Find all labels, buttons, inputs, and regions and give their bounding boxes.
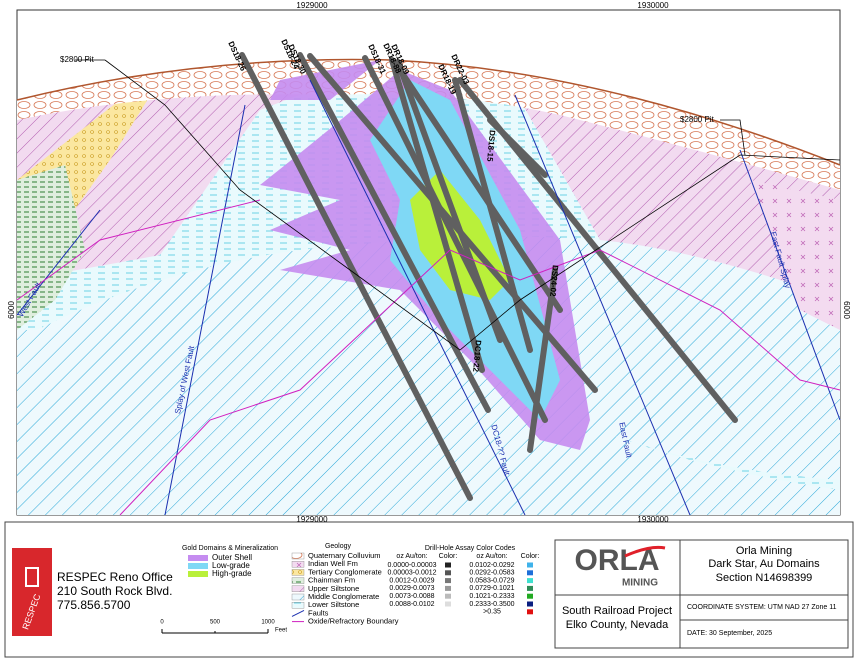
gold-legend-label: Outer Shell	[212, 553, 252, 562]
assay-swatch	[445, 585, 451, 591]
geology-swatch	[291, 585, 305, 592]
geology-legend-label: Upper Siltstone	[308, 584, 359, 593]
address: 210 South Rock Blvd.	[57, 584, 172, 598]
assay-range: 0.0000-0.00003	[387, 562, 436, 569]
orla-logo-sub: MINING	[622, 578, 658, 589]
hole-label: DC18-22	[471, 340, 483, 373]
map	[16, 9, 841, 516]
respec-logo	[12, 548, 52, 636]
assay-swatch	[445, 578, 451, 584]
assay-swatch	[527, 593, 533, 599]
respec-mark	[25, 567, 39, 587]
fault-swatch	[291, 609, 305, 617]
company: Orla Mining	[736, 545, 792, 557]
geology-legend-label: Middle Conglomerate	[308, 592, 379, 601]
assay-title: Drill-Hole Assay Color Codes	[425, 545, 516, 552]
assay-range: 0.0102-0.0292	[469, 562, 514, 569]
geology-legend-label: Indian Well Fm	[308, 559, 358, 568]
geology-legend-label: Chainman Fm	[308, 576, 355, 585]
pit-outline	[75, 59, 841, 351]
gold-legend-title: Gold Domains & Mineralization	[182, 545, 278, 552]
x-coord-label: 1930000	[637, 515, 669, 524]
assay-swatch	[527, 601, 533, 607]
geology-swatch	[291, 593, 305, 601]
coords: COORDINATE SYSTEM: UTM NAD 27 Zone 11	[687, 604, 837, 611]
subtitle: Dark Star, Au Domains	[708, 558, 820, 570]
assay-range: 0.0073-0.0088	[389, 593, 434, 600]
scale-label: 500	[210, 620, 221, 626]
assay-header: Color:	[521, 553, 540, 560]
gold-swatch	[188, 571, 208, 577]
chainman	[17, 165, 85, 330]
geology-legend-label: Tertiary Conglomerate	[308, 567, 382, 576]
oxide-boundary	[16, 199, 841, 516]
geology-legend-label: Oxide/Refractory Boundary	[308, 617, 399, 626]
gold-swatch	[188, 563, 208, 569]
scale-label: 1000	[261, 620, 275, 626]
y-coord-label: 6000	[7, 301, 16, 319]
x-coord-label: 1929000	[296, 515, 328, 524]
date: DATE: 30 September, 2025	[687, 630, 772, 637]
assay-swatch	[445, 593, 451, 599]
y-coord-label: 6000	[842, 301, 851, 319]
geology-legend-label: Faults	[308, 608, 329, 617]
hole-label: DS18-15	[485, 130, 497, 163]
office: RESPEC Reno Office	[57, 570, 173, 584]
colluvium	[17, 59, 840, 190]
assay-range: 0.1021-0.2333	[469, 593, 514, 600]
panel-frame	[4, 521, 854, 658]
x-coord-label: 1930000	[637, 1, 669, 10]
phone: 775.856.5700	[57, 598, 131, 612]
county: Elko County, Nevada	[566, 619, 669, 631]
bottom-panel: RESPEC RESPEC Reno Office 210 South Rock…	[4, 521, 854, 658]
assay-range: 0.00003-0.0012	[387, 570, 436, 577]
assay-range: 0.0029-0.0073	[389, 585, 434, 592]
drill-holes	[239, 52, 738, 501]
scale-unit: Feet	[275, 628, 287, 634]
orla-swoosh	[624, 545, 666, 558]
assay-header: Color:	[439, 553, 458, 560]
geology-legend-label: Quaternary Colluvium	[308, 551, 381, 560]
assay-range: 0.0012-0.0029	[389, 577, 434, 584]
scale-label: 0	[160, 620, 164, 626]
title-block	[554, 539, 849, 649]
gold-legend-label: High-grade	[212, 569, 252, 578]
assay-swatch	[527, 585, 533, 591]
project: South Railroad Project	[562, 605, 672, 617]
assay-range: >0.35	[483, 609, 501, 616]
assay-swatch	[527, 562, 533, 568]
faults	[16, 79, 841, 516]
hole-label: DS24-02	[548, 265, 560, 298]
assay-range: 0.2333-0.3500	[469, 601, 514, 608]
geology-swatch	[291, 561, 305, 568]
geology-swatch	[291, 569, 305, 576]
indian-well	[750, 180, 840, 330]
assay-range: 0.0583-0.0729	[469, 577, 514, 584]
assay-range: 0.0088-0.0102	[389, 601, 434, 608]
assay-range: 0.0729-0.1021	[469, 585, 514, 592]
assay-swatch	[445, 601, 451, 607]
assay-swatch	[527, 609, 533, 615]
geology-legend-title: Geology	[325, 543, 352, 550]
section: Section N14698399	[716, 572, 813, 584]
assay-swatch	[445, 570, 451, 576]
assay-swatch	[527, 570, 533, 576]
assay-header: oz Au/ton:	[476, 553, 507, 560]
assay-swatch	[527, 578, 533, 584]
geology-swatch	[291, 602, 305, 609]
scale-bar	[161, 629, 269, 634]
gold-swatch	[188, 555, 208, 561]
assay-swatch	[445, 562, 451, 568]
geology-swatch	[291, 552, 305, 560]
assay-range: 0.0292-0.0583	[469, 570, 514, 577]
geology-swatch	[291, 577, 305, 584]
assay-header: oz Au/ton:	[396, 553, 427, 560]
pit-label: $2800 Pit	[680, 115, 715, 124]
pit-label: $2800 Pit	[60, 55, 95, 64]
gold-legend-label: Low-grade	[212, 561, 250, 570]
x-coord-label: 1929000	[296, 1, 328, 10]
geology-legend-label: Lower Siltstone	[308, 600, 359, 609]
